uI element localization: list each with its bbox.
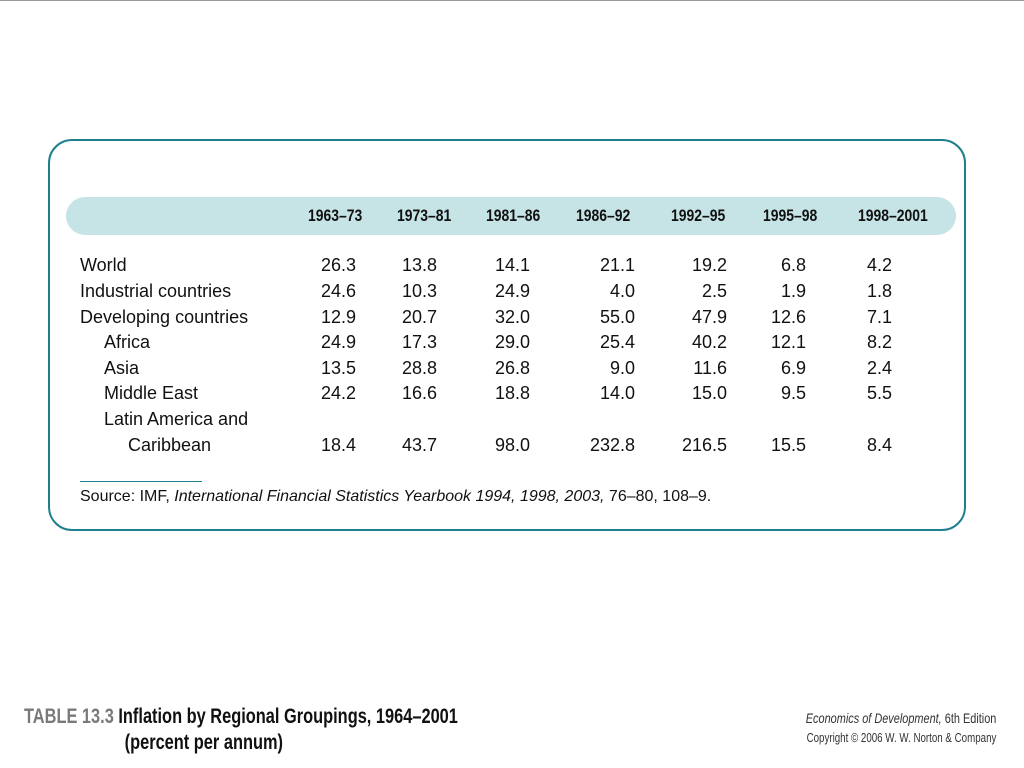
table-cell: 24.9	[494, 281, 530, 301]
table-cell: 216.5	[681, 435, 727, 455]
table-cell: 1.8	[866, 281, 892, 301]
table-cell: 55.0	[599, 307, 635, 327]
column-header-band: 1963–73 1973–81 1981–86 1986–92 1992–95 …	[66, 197, 956, 235]
table-cell: 29.0	[494, 332, 530, 352]
table-cell: 26.3	[320, 255, 356, 275]
row-label: Industrial countries	[80, 281, 232, 301]
column-header: 1986–92	[576, 206, 631, 225]
source-rule	[80, 481, 202, 482]
table-cell: 15.0	[691, 383, 727, 403]
table-cell: 14.0	[599, 383, 635, 403]
table-cell: 8.2	[866, 332, 892, 352]
table-cell: 32.0	[494, 307, 530, 327]
table-cell: 7.1	[866, 307, 892, 327]
table-caption: TABLE 13.3 Inflation by Regional Groupin…	[24, 704, 458, 756]
caption-subtitle: (percent per annum)	[124, 731, 283, 754]
table-cell: 232.8	[589, 435, 635, 455]
table-cell: 19.2	[691, 255, 727, 275]
table-cell: 21.1	[599, 255, 635, 275]
row-label: World	[80, 255, 127, 275]
table-cell: 10.3	[401, 281, 437, 301]
table-cell: 18.8	[494, 383, 530, 403]
table-cell: 1.9	[780, 281, 806, 301]
source-note: Source: IMF, International Financial Sta…	[80, 486, 711, 508]
row-label: Asia	[104, 358, 140, 378]
row-label: Developing countries	[80, 307, 249, 327]
copyright: Copyright © 2006 W. W. Norton & Company	[806, 731, 996, 745]
row-label: Latin America and	[104, 409, 249, 429]
table-cell: 4.2	[866, 255, 892, 275]
table-cell: 2.5	[701, 281, 727, 301]
table-cell: 16.6	[401, 383, 437, 403]
row-label: Africa	[104, 332, 151, 352]
table-cell: 24.9	[320, 332, 356, 352]
table-cell: 12.9	[320, 307, 356, 327]
book-title: Economics of Development,	[805, 710, 942, 726]
table-cell: 24.2	[320, 383, 356, 403]
table-cell: 24.6	[320, 281, 356, 301]
table-cell: 12.1	[770, 332, 806, 352]
table-cell: 98.0	[494, 435, 530, 455]
table-cell: 12.6	[770, 307, 806, 327]
table-cell: 40.2	[691, 332, 727, 352]
column-header: 1973–81	[397, 206, 452, 225]
top-rule	[0, 0, 1024, 1]
table-cell: 14.1	[494, 255, 530, 275]
table-number: TABLE 13.3	[24, 705, 114, 728]
table-cell: 47.9	[691, 307, 727, 327]
table-card: 1963–73 1973–81 1981–86 1986–92 1992–95 …	[48, 139, 966, 531]
table-cell: 6.8	[780, 255, 806, 275]
table-cell: 17.3	[401, 332, 437, 352]
table-cell: 13.8	[401, 255, 437, 275]
table-cell: 5.5	[866, 383, 892, 403]
table-cell: 6.9	[780, 358, 806, 378]
table-cell: 13.5	[320, 358, 356, 378]
table-cell: 25.4	[599, 332, 635, 352]
table-cell: 20.7	[401, 307, 437, 327]
table-cell: 8.4	[866, 435, 892, 455]
source-title: International Financial Statistics Yearb…	[174, 488, 605, 505]
column-header: 1992–95	[671, 206, 726, 225]
column-header: 1981–86	[486, 206, 541, 225]
column-header: 1963–73	[308, 206, 363, 225]
column-header: 1995–98	[763, 206, 818, 225]
table-cell: 18.4	[320, 435, 356, 455]
source-suffix: 76–80, 108–9.	[604, 488, 712, 505]
table-cell: 43.7	[401, 435, 437, 455]
row-label: Caribbean	[128, 435, 212, 455]
source-prefix: Source: IMF,	[80, 488, 175, 505]
table-cell: 28.8	[401, 358, 437, 378]
table-cell: 26.8	[494, 358, 530, 378]
caption-title: Inflation by Regional Groupings, 1964–20…	[118, 705, 458, 728]
table-cell: 9.5	[780, 383, 806, 403]
table-cell: 9.0	[609, 358, 635, 378]
row-label: Middle East	[104, 383, 199, 403]
book-edition: 6th Edition	[941, 710, 996, 726]
table-cell: 15.5	[770, 435, 806, 455]
table-cell: 2.4	[866, 358, 892, 378]
footer-credit: Economics of Development, 6th Edition Co…	[805, 708, 996, 748]
column-header: 1998–2001	[858, 206, 928, 225]
table-cell: 4.0	[609, 281, 635, 301]
table-cell: 11.6	[693, 358, 727, 378]
